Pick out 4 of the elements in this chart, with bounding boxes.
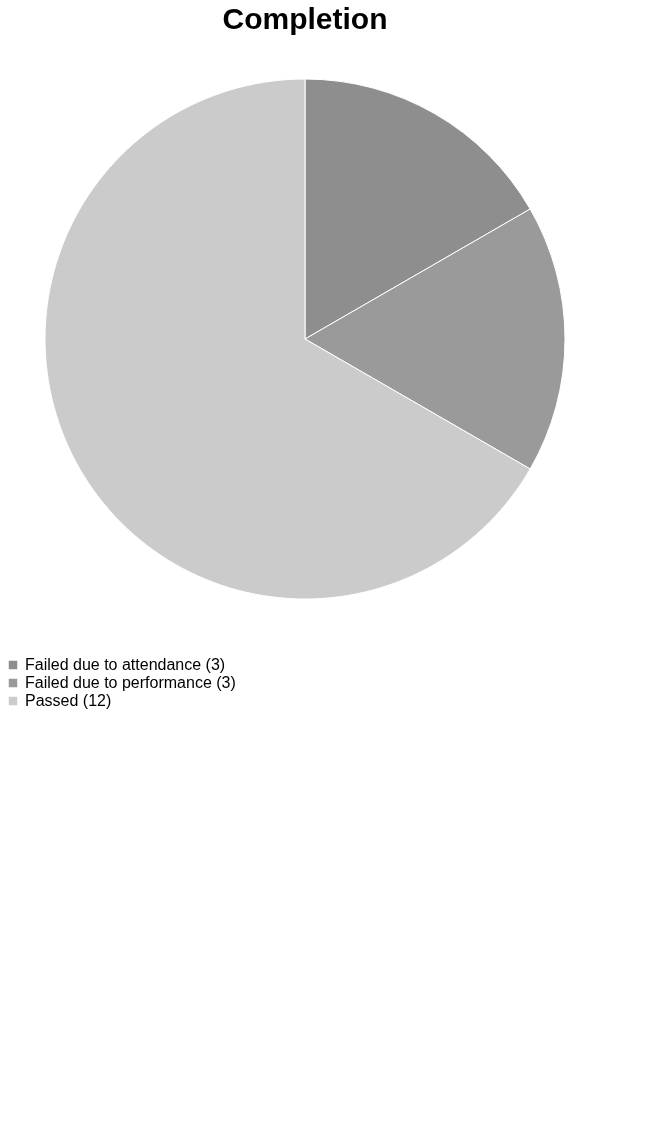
legend-label: Passed (12) — [25, 692, 112, 709]
legend-label: Failed due to performance (3) — [25, 674, 236, 691]
chart-title: Completion — [222, 2, 388, 35]
legend-label: Failed due to attendance (3) — [25, 656, 226, 673]
